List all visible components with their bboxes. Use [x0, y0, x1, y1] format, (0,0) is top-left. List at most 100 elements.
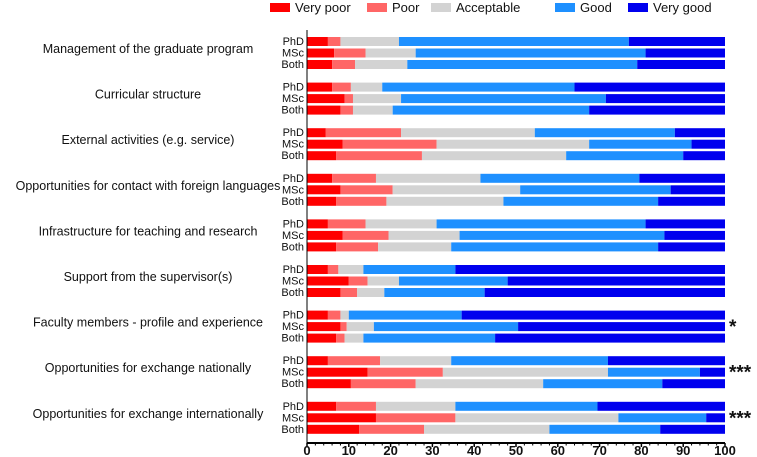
legend-label-acceptable: Acceptable	[456, 0, 520, 15]
bar-segment-phd-good	[451, 356, 608, 366]
group-label-both: Both	[281, 287, 304, 299]
bar-segment-msc-very-good	[518, 322, 725, 332]
bar-segment-both-acceptable	[386, 196, 504, 206]
bar-segment-phd-very-poor	[307, 128, 326, 138]
category-opportunities-for-exchange-internationally: Opportunities for exchange international…	[33, 401, 752, 436]
bar-segment-phd-very-good	[455, 265, 725, 274]
legend-label-very-poor: Very poor	[295, 0, 351, 15]
bar-segment-phd-very-poor	[307, 265, 328, 274]
category-opportunities-for-contact-with-foreign-languages: Opportunities for contact with foreign l…	[16, 173, 725, 208]
bar-segment-phd-very-good	[574, 82, 725, 92]
bar-segment-msc-very-good	[664, 230, 725, 240]
bar-segment-phd-good	[534, 128, 675, 138]
x-axis: 0 10 20 30 40 50 60 70 80 90 100	[303, 30, 736, 457]
bar-segment-phd-poor	[327, 356, 381, 366]
bar-segment-msc-very-good	[645, 48, 725, 58]
bar-segment-both-poor	[340, 105, 353, 115]
bar-segment-both-poor	[350, 379, 416, 389]
group-label-both: Both	[281, 333, 304, 345]
bar-segment-msc-poor	[340, 185, 393, 195]
bar-segment-msc-very-good	[507, 276, 725, 286]
group-label-both: Both	[281, 105, 304, 117]
bar-segment-both-good	[503, 196, 659, 206]
bar-segment-phd-good	[398, 37, 629, 46]
bar-segment-both-poor	[336, 196, 387, 206]
group-label-msc: MSc	[282, 48, 305, 60]
bar-segment-msc-very-poor	[307, 413, 376, 423]
bar-segment-msc-very-good	[699, 367, 725, 377]
bar-segment-phd-good	[455, 401, 598, 411]
bar-segment-msc-very-poor	[307, 48, 335, 58]
bar-segment-phd-very-poor	[307, 310, 328, 320]
bar-segment-both-very-good	[589, 105, 725, 115]
bar-segment-both-very-poor	[307, 196, 337, 206]
bar-segment-both-poor	[336, 242, 379, 252]
bar-segment-phd-good	[382, 82, 575, 92]
group-label-msc: MSc	[282, 276, 305, 288]
bar-segment-both-good	[392, 105, 590, 115]
bar-segment-msc-acceptable	[367, 276, 399, 286]
bar-segment-both-very-poor	[307, 151, 337, 161]
bar-segment-both-very-good	[662, 379, 725, 389]
bar-segment-msc-poor	[367, 367, 443, 377]
bar-segment-msc-poor	[342, 139, 437, 149]
category-label: Opportunities for contact with foreign l…	[16, 179, 281, 193]
bar-segment-both-very-good	[683, 151, 725, 161]
bar-segment-both-poor	[336, 151, 422, 161]
group-label-msc: MSc	[282, 412, 305, 424]
bar-segment-msc-acceptable	[436, 139, 590, 149]
bar-segment-phd-poor	[327, 265, 339, 274]
group-label-msc: MSc	[282, 139, 305, 151]
bar-segment-msc-poor	[340, 322, 347, 332]
group-label-msc: MSc	[282, 184, 305, 196]
bar-segment-msc-poor	[334, 48, 366, 58]
bar-segment-both-good	[451, 242, 659, 252]
bar-segment-msc-very-poor	[307, 139, 343, 149]
bar-segment-msc-very-poor	[307, 185, 341, 195]
group-label-both: Both	[281, 196, 304, 208]
x-tick-label: 70	[592, 443, 606, 457]
bar-segment-phd-acceptable	[350, 82, 383, 92]
group-label-phd: PhD	[283, 264, 304, 276]
significance-marker: *	[729, 317, 737, 338]
bar-segment-msc-very-poor	[307, 94, 345, 104]
x-tick-label: 80	[634, 443, 648, 457]
bar-segment-phd-very-good	[607, 356, 725, 366]
x-tick-label: 90	[676, 443, 690, 457]
bar-segment-phd-poor	[332, 82, 351, 92]
bar-segment-phd-poor	[325, 128, 402, 138]
bar-segment-msc-very-good	[706, 413, 725, 423]
bar-segment-phd-very-good	[461, 310, 725, 320]
bar-segment-both-very-good	[658, 196, 725, 206]
bar-segment-msc-good	[618, 413, 707, 423]
bar-segment-msc-very-poor	[307, 230, 343, 240]
bar-segment-both-very-good	[660, 424, 725, 434]
bar-segment-phd-poor	[336, 401, 376, 411]
group-label-both: Both	[281, 59, 304, 71]
x-tick-label: 30	[425, 443, 439, 457]
bar-segment-both-good	[543, 379, 663, 389]
bar-segment-both-very-good	[658, 242, 725, 252]
bar-segment-both-poor	[359, 424, 425, 434]
x-tick-label: 0	[303, 443, 310, 457]
bar-segment-both-good	[407, 60, 638, 69]
bar-segment-phd-very-good	[645, 219, 725, 229]
bar-segment-both-very-poor	[307, 379, 351, 389]
group-label-msc: MSc	[282, 93, 305, 105]
bar-segment-msc-good	[415, 48, 646, 58]
bar-segment-msc-good	[398, 276, 508, 286]
bar-segment-both-very-poor	[307, 424, 360, 434]
group-label-both: Both	[281, 241, 304, 253]
bar-segment-msc-very-good	[691, 139, 725, 149]
bar-segment-phd-acceptable	[338, 265, 364, 274]
bar-segment-both-poor	[340, 288, 358, 297]
category-label: External activities (e.g. service)	[62, 133, 235, 147]
bar-segment-both-very-poor	[307, 333, 337, 343]
group-label-msc: MSc	[282, 367, 305, 379]
group-label-both: Both	[281, 150, 304, 162]
bar-segment-phd-very-good	[628, 37, 725, 46]
bar-segment-both-very-good	[495, 333, 725, 343]
bar-segment-msc-acceptable	[392, 185, 521, 195]
